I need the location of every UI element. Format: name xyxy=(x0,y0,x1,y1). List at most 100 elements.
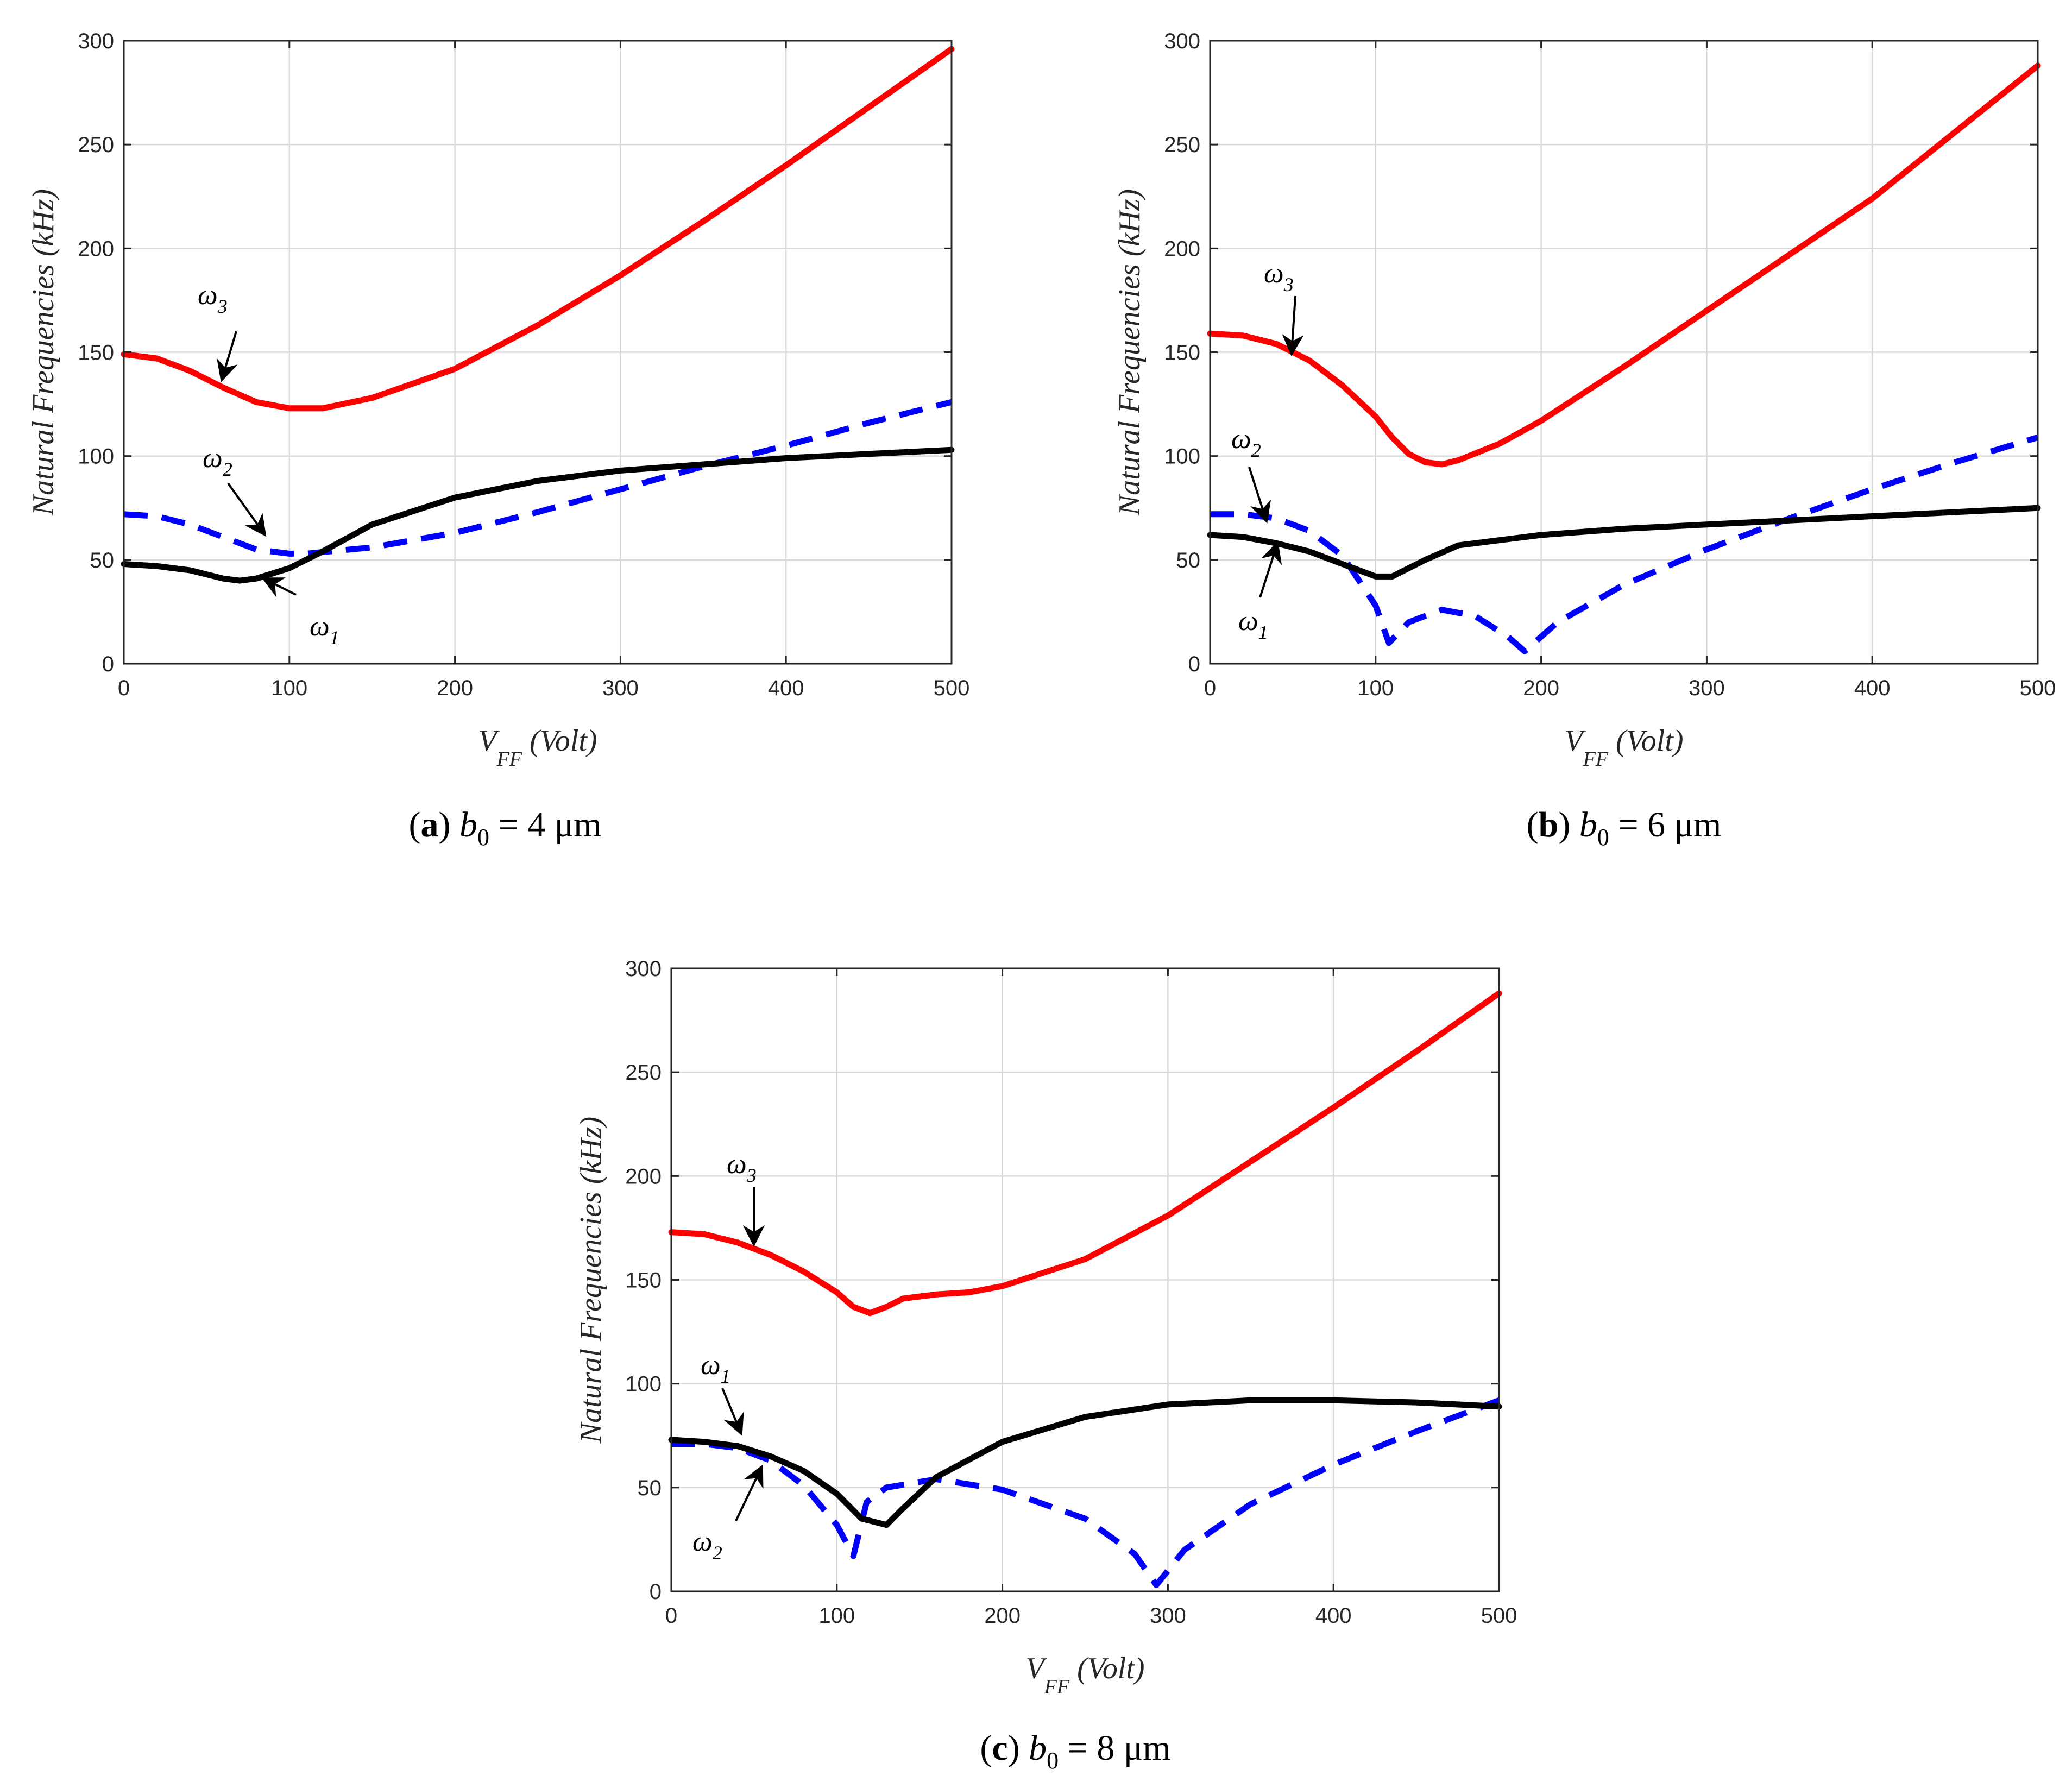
x-tick-label: 400 xyxy=(768,676,804,700)
annotation-omega-2: ω2 xyxy=(203,443,232,480)
annotation-subscript: 3 xyxy=(746,1164,757,1186)
caption-paren: ( xyxy=(980,1728,992,1768)
x-tick-label: 500 xyxy=(2020,676,2056,700)
x-tick-label: 0 xyxy=(1204,676,1216,700)
y-tick-label: 300 xyxy=(1164,29,1200,53)
x-label-unit: (Volt) xyxy=(1608,724,1683,758)
annotation-symbol: ω xyxy=(1231,424,1251,455)
annotation-omega-1: ω1 xyxy=(701,1350,730,1387)
y-tick-label: 250 xyxy=(78,133,114,157)
annotation-arrow xyxy=(721,1388,744,1436)
panel-caption-b: (b) b0 = 6 μm xyxy=(1527,805,1722,851)
annotation-omega-1: ω1 xyxy=(310,611,339,648)
annotation-arrow xyxy=(1248,467,1271,524)
annotation-omega-3: ω3 xyxy=(1264,258,1294,295)
x-tick-label: 200 xyxy=(1523,676,1559,700)
series-line-ω3 xyxy=(121,46,955,412)
caption-subscript: 0 xyxy=(477,824,489,851)
caption-label: b xyxy=(1539,805,1559,845)
series-line-ω2 xyxy=(671,1397,1500,1588)
x-tick-label: 100 xyxy=(818,1604,855,1628)
x-tick-label: 400 xyxy=(1854,676,1891,700)
y-axis-label: Natural Frequencies (kHz) xyxy=(27,189,60,516)
annotation-symbol: ω xyxy=(701,1350,721,1381)
y-tick-label: 100 xyxy=(78,445,114,469)
caption-paren: ) xyxy=(1558,805,1579,845)
x-label-main: V xyxy=(478,724,500,758)
annotation-subscript: 2 xyxy=(1251,439,1261,461)
x-axis-label: VFF (Volt) xyxy=(1025,1652,1144,1698)
x-tick-label: 100 xyxy=(271,676,307,700)
series-line-ω3 xyxy=(668,990,1502,1317)
caption-subscript: 0 xyxy=(1597,824,1609,851)
annotation-subscript: 1 xyxy=(1258,621,1268,643)
annotation-symbol: ω xyxy=(203,443,223,474)
y-tick-label: 300 xyxy=(78,29,114,53)
x-tick-label: 200 xyxy=(984,1604,1021,1628)
chart-panel-c: 0 100 200 300 400 500 0 50 100 150 200 250 300 Natura… xyxy=(574,957,1517,1774)
x-tick-label: 300 xyxy=(1150,1604,1186,1628)
series-line-ω2 xyxy=(123,399,953,557)
annotation-subscript: 2 xyxy=(713,1542,722,1564)
caption-value: = 6 μm xyxy=(1609,805,1721,845)
caption-label: a xyxy=(421,805,439,845)
y-tick-label: 0 xyxy=(1188,652,1200,676)
y-tick-label: 150 xyxy=(625,1269,662,1293)
x-label-unit: (Volt) xyxy=(522,724,597,758)
y-tick-label: 0 xyxy=(650,1580,662,1604)
annotation-omega-2: ω2 xyxy=(1231,424,1261,461)
x-axis-label: VFF (Volt) xyxy=(478,724,597,771)
y-tick-label: 250 xyxy=(1164,133,1200,157)
chart-panel-b: 0 100 200 300 400 500 0 50 100 150 200 250 300 Natura… xyxy=(1113,29,2056,851)
y-tick-label: 50 xyxy=(638,1476,662,1500)
caption-paren: ) xyxy=(1008,1728,1029,1768)
caption-symbol: b xyxy=(1029,1728,1047,1768)
caption-paren: ( xyxy=(1527,805,1539,845)
annotation-subscript: 3 xyxy=(1283,274,1294,295)
annotation-symbol: ω xyxy=(1264,258,1284,289)
annotation-symbol: ω xyxy=(198,280,218,311)
series-line-ω1 xyxy=(668,1397,1502,1528)
annotation-omega-3: ω3 xyxy=(198,280,228,317)
series-line-ω2 xyxy=(1210,435,2039,654)
x-tick-label: 500 xyxy=(934,676,970,700)
annotation-arrow xyxy=(261,577,297,597)
y-tick-label: 50 xyxy=(1176,549,1201,572)
x-tick-label: 100 xyxy=(1357,676,1394,700)
annotation-symbol: ω xyxy=(310,611,330,642)
series-line-ω1 xyxy=(1207,505,2041,580)
x-tick-label: 400 xyxy=(1315,1604,1352,1628)
x-axis-label: VFF (Volt) xyxy=(1564,724,1683,771)
x-label-main: V xyxy=(1564,724,1586,758)
x-tick-label: 300 xyxy=(602,676,639,700)
annotation-arrow xyxy=(227,482,267,537)
panel-caption-c: (c) b0 = 8 μm xyxy=(980,1728,1170,1774)
caption-paren: ( xyxy=(409,805,421,845)
y-axis-label: Natural Frequencies (kHz) xyxy=(574,1117,608,1444)
annotation-subscript: 1 xyxy=(721,1365,730,1387)
y-tick-label: 150 xyxy=(1164,341,1200,365)
annotation-arrow xyxy=(1259,541,1282,598)
y-axis-label: Natural Frequencies (kHz) xyxy=(1113,189,1147,516)
annotation-arrow xyxy=(1282,295,1304,356)
y-tick-label: 100 xyxy=(1164,445,1200,469)
y-tick-label: 200 xyxy=(78,237,114,261)
series-line-ω1 xyxy=(121,446,955,584)
annotation-symbol: ω xyxy=(1238,606,1258,637)
x-label-unit: (Volt) xyxy=(1069,1652,1144,1685)
x-label-sub: FF xyxy=(1583,748,1609,771)
caption-label: c xyxy=(992,1728,1007,1768)
annotation-symbol: ω xyxy=(727,1149,747,1180)
x-tick-label: 500 xyxy=(1481,1604,1517,1628)
panel-caption-a: (a) b0 = 4 μm xyxy=(409,805,602,851)
annotation-omega-3: ω3 xyxy=(727,1149,757,1186)
caption-subscript: 0 xyxy=(1047,1747,1059,1774)
y-tick-label: 0 xyxy=(102,652,114,676)
y-tick-label: 50 xyxy=(90,549,115,572)
y-tick-label: 100 xyxy=(625,1372,662,1396)
annotation-subscript: 3 xyxy=(217,295,228,317)
y-tick-label: 200 xyxy=(625,1164,662,1188)
y-tick-label: 250 xyxy=(625,1061,662,1085)
annotation-arrow xyxy=(735,1464,764,1521)
